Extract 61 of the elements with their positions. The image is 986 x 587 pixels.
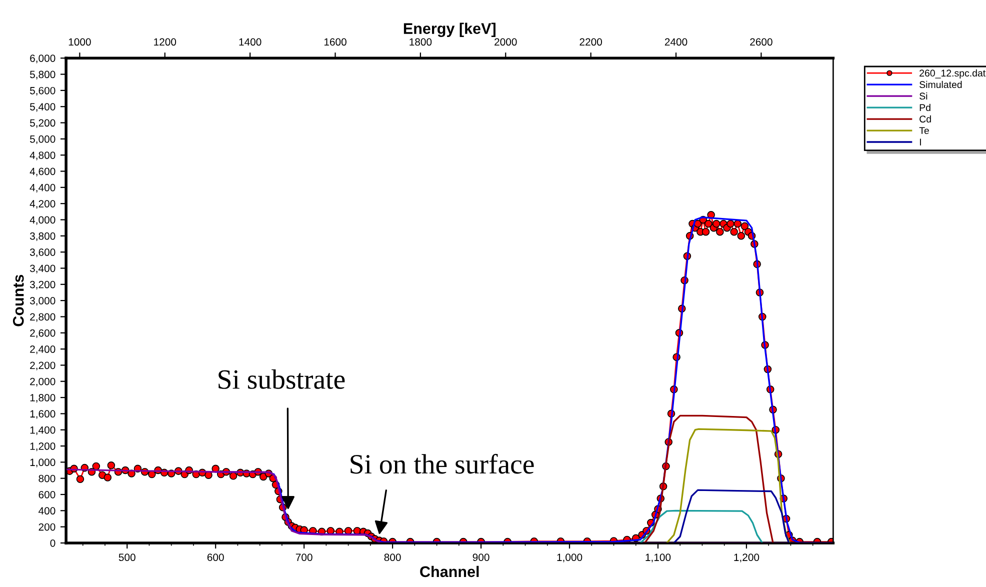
y-tick-label: 4,600 [30,168,56,176]
x-tick-label: 1,000 [557,554,582,562]
x-axis-title: Channel [420,566,479,578]
y-tick-label: 200 [38,523,56,531]
y-tick-label: 400 [38,507,56,515]
y-tick-label: 2,400 [30,346,56,354]
y-tick-label: 5,200 [30,119,56,128]
y-tick-label: 1,400 [30,426,56,435]
y-axis-title: Counts [12,274,24,326]
legend-label: Pd [920,104,930,112]
x2-tick-label: 2600 [750,38,772,46]
x2-tick-label: 1800 [410,38,432,46]
line-series [644,414,774,543]
y-tick-label: 2,200 [30,362,56,370]
legend-label: I [920,138,921,146]
annotation: Si substrate [218,369,345,389]
y-tick-label: 2,600 [30,329,56,338]
legend-label: Te [919,127,929,134]
y-tick-label: 1,800 [30,394,56,403]
x2-tick-label: 1600 [324,38,346,46]
x2-tick-label: 1400 [239,38,262,46]
x2-tick-label: 1200 [154,38,176,46]
y-tick-label: 600 [38,490,56,498]
x-tick-label: 800 [384,554,401,562]
y-tick-label: 1,200 [30,442,56,452]
x-tick-label: 900 [472,554,490,562]
y-tick-label: 3,800 [30,232,56,242]
y-tick-label: 3,000 [30,297,56,306]
y-tick-label: 3,200 [30,280,56,290]
y-tick-label: 4,400 [30,184,56,193]
y-tick-label: 4,000 [30,216,56,225]
y-tick-label: 4,800 [30,152,56,160]
y-tick-label: 4,200 [30,200,56,209]
y-tick-label: 800 [38,474,56,482]
y-tick-label: 3,600 [30,248,56,258]
x2-tick-label: 1000 [68,38,91,46]
x-tick-label: 1,100 [646,554,671,562]
y-tick-label: 6,000 [30,54,56,64]
annotation: Si on the surface [350,454,534,474]
y-tick-label: 2,800 [30,313,56,322]
x2-tick-label: 2200 [580,38,602,46]
y-tick-label: 3,400 [30,264,56,274]
legend-label: Simulated [920,80,962,88]
y-tick-label: 5,800 [30,70,56,80]
x-tick-label: 1,200 [734,554,760,562]
y-tick-label: 1,000 [30,458,56,468]
y-tick-label: 2,000 [30,378,56,386]
y-tick-label: 5,600 [30,86,56,96]
y-tick-label: 1,600 [30,410,56,419]
x2-axis-title: Energy [keV] [404,22,496,38]
legend-label: Si [920,92,928,100]
legend-label: Cd [920,115,931,123]
y-tick-label: 5,400 [30,103,56,112]
x-tick-label: 700 [296,554,312,562]
y-tick-label: 0 [50,539,56,547]
y-tick-label: 5,000 [30,135,56,144]
x2-tick-label: 2400 [664,38,688,46]
legend-label: 260_12.spc.dat [920,69,986,78]
x2-tick-label: 2000 [494,38,517,46]
x-tick-label: 500 [118,554,136,562]
x-tick-label: 600 [207,554,224,562]
